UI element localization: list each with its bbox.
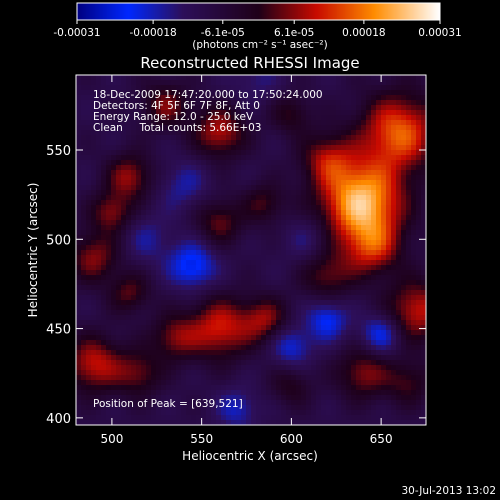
colorbar-gradient [77, 3, 440, 20]
peak-position-label: Position of Peak = [639,521] [93, 398, 243, 410]
x-tick-label: 650 [370, 432, 393, 446]
y-tick-label: 400 [46, 412, 71, 427]
annotation-energy-range: Energy Range: 12.0 - 25.0 keV [93, 111, 254, 123]
chart-title: Reconstructed RHESSI Image [140, 54, 359, 72]
footer-timestamp: 30-Jul-2013 13:02 [401, 485, 496, 497]
colorbar-tick-label: -0.00031 [53, 27, 100, 39]
x-axis-label: Heliocentric X (arcsec) [182, 449, 318, 463]
annotation-time-range: 18-Dec-2009 17:47:20.000 to 17:50:24.000 [93, 89, 323, 101]
x-axis-ticks: 500 550 600 650 [100, 75, 393, 446]
colorbar-tick-label: -0.00018 [130, 27, 177, 39]
y-tick-label: 450 [46, 323, 71, 338]
y-tick-label: 550 [46, 144, 71, 159]
colorbar-tick-label: -6.1e-05 [201, 27, 245, 39]
heatmap-image [76, 75, 426, 425]
colorbar-tick-label: 0.00031 [418, 27, 461, 39]
y-axis-label: Heliocentric Y (arcsec) [26, 183, 40, 318]
plot-frame [75, 74, 427, 426]
colorbar-ticks: -0.00031 -0.00018 -6.1e-05 6.1e-05 0.00018 0.… [53, 20, 462, 39]
x-tick-label: 550 [190, 432, 213, 446]
y-tick-label: 500 [46, 233, 71, 248]
annotation-block: 18-Dec-2009 17:47:20.000 to 17:50:24.000… [93, 89, 323, 134]
annotation-detectors: Detectors: 4F 5F 6F 7F 8F, Att 0 [93, 100, 260, 112]
colorbar-frame [76, 2, 441, 21]
x-tick-label: 600 [280, 432, 303, 446]
annotation-total-counts: Clean Total counts: 5.66E+03 [93, 122, 262, 134]
plot-area: 500 550 600 650 400 450 500 550 [46, 74, 427, 446]
x-tick-label: 500 [100, 432, 123, 446]
colorbar: -0.00031 -0.00018 -6.1e-05 6.1e-05 0.00018 0.… [53, 2, 462, 51]
colorbar-units: (photons cm⁻² s⁻¹ asec⁻²) [192, 39, 327, 51]
colorbar-tick-label: 6.1e-05 [274, 27, 314, 39]
y-axis-ticks: 400 450 500 550 [46, 144, 426, 427]
colorbar-tick-label: 0.00018 [342, 27, 385, 39]
